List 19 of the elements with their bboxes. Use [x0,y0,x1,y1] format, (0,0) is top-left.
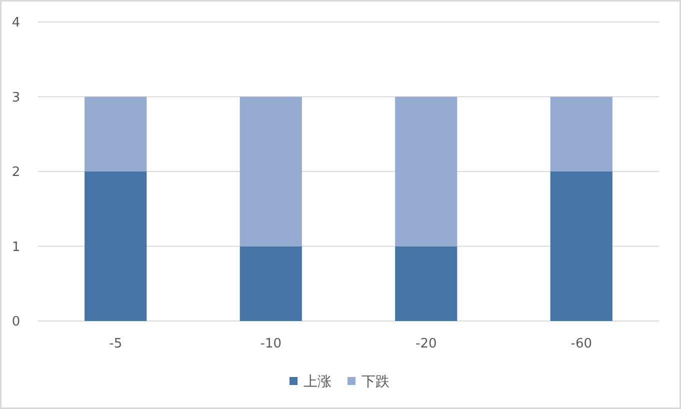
y-tick-label: 1 [12,240,20,255]
bar [84,96,147,172]
y-tick-label: 0 [12,314,20,330]
bar [550,96,612,172]
legend-label: 下跌 [362,374,390,390]
x-tick-label: -20 [416,336,437,352]
y-tick-label: 2 [12,165,20,180]
x-tick-label: -60 [570,336,592,352]
x-tick-label: -10 [260,336,282,352]
bar [395,96,458,246]
bar [395,246,458,321]
y-tick-label: 4 [12,16,20,31]
bar [550,172,612,321]
y-tick-label: 3 [12,90,20,106]
bar [240,96,302,246]
legend-label: 上涨 [304,374,332,390]
x-tick-label: -5 [109,336,122,352]
bar [84,172,147,321]
bar [240,246,302,321]
